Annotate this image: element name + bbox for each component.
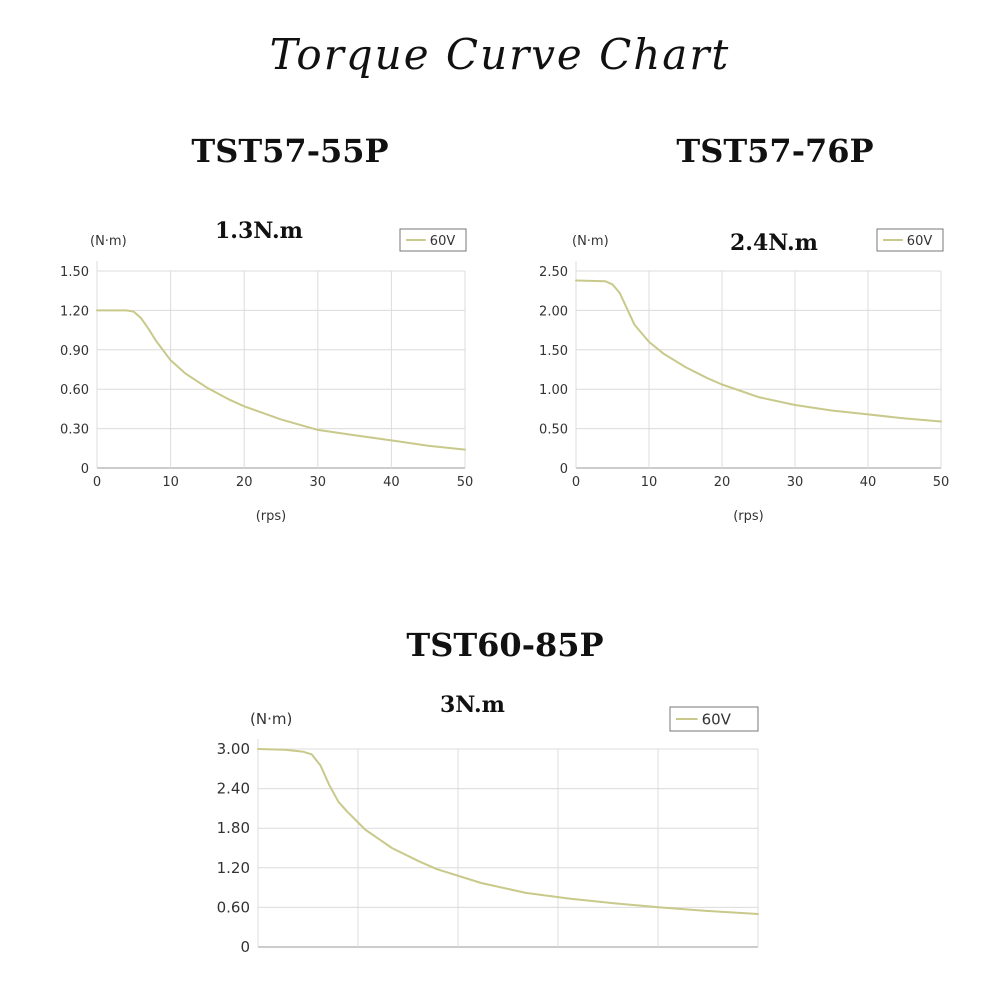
y-tick-label: 0 (240, 938, 250, 956)
legend-entry: 60V (702, 711, 732, 729)
x-tick-label: 40 (383, 475, 400, 490)
y-tick-label: 0.30 (60, 423, 89, 438)
y-tick-label: 0.60 (60, 383, 89, 398)
legend: 60V (876, 228, 944, 252)
y-tick-label: 0.90 (60, 344, 89, 359)
x-axis-label: (rps) (733, 509, 764, 524)
x-tick-label: 50 (933, 475, 950, 490)
legend: 60V (399, 228, 467, 252)
chart-2-rating: 2.4N.m (730, 230, 818, 256)
x-axis-label: (rps) (256, 509, 287, 524)
x-tick-label: 0 (93, 475, 101, 490)
y-tick-label: 2.00 (539, 304, 568, 319)
y-tick-label: 1.20 (217, 859, 250, 877)
chart-3-model-title: TST60-85P (406, 626, 604, 664)
y-axis-label: (N·m) (250, 710, 292, 728)
x-tick-label: 50 (457, 475, 474, 490)
y-tick-label: 1.50 (60, 265, 89, 280)
legend-entry: 60V (430, 234, 456, 249)
x-tick-label: 10 (162, 475, 179, 490)
chart-3-grid: 0 0.60 1.20 1.80 2.40 3.00 (217, 739, 759, 956)
legend-entry: 60V (907, 234, 933, 249)
x-tick-label: 30 (310, 475, 327, 490)
chart-3-rating: 3N.m (440, 692, 505, 718)
page-title: Torque Curve Chart (269, 30, 731, 79)
y-tick-label: 0 (81, 462, 89, 477)
y-tick-label: 1.20 (60, 304, 89, 319)
y-tick-label: 2.50 (539, 265, 568, 280)
legend-box (399, 228, 467, 252)
legend-box (876, 228, 944, 252)
chart-2-grid: 0 0.50 1.00 1.50 2.00 2.50 0 10 20 30 40 50 (539, 261, 949, 490)
y-tick-label: 3.00 (217, 740, 250, 758)
x-tick-label: 20 (236, 475, 253, 490)
y-tick-label: 0.60 (217, 898, 250, 916)
chart-1-grid: 0 0.30 0.60 0.90 1.20 1.50 0 10 20 30 40 50 (60, 261, 473, 490)
x-tick-label: 40 (860, 475, 877, 490)
chart-1-model-title: TST57-55P (191, 132, 389, 170)
series-line-60V (96, 309, 466, 451)
y-tick-label: 1.80 (217, 819, 250, 837)
y-tick-label: 0.50 (539, 423, 568, 438)
y-tick-label: 0 (560, 462, 568, 477)
y-axis-label: (N·m) (572, 234, 609, 249)
y-tick-label: 1.50 (539, 344, 568, 359)
y-axis-label: (N·m) (90, 234, 127, 249)
x-tick-label: 30 (787, 475, 804, 490)
legend: 60V (669, 706, 759, 732)
series-line-60V (575, 279, 942, 423)
series-line-60V (257, 748, 759, 915)
x-tick-label: 10 (641, 475, 658, 490)
x-tick-label: 0 (572, 475, 580, 490)
y-tick-label: 2.40 (217, 780, 250, 798)
chart-2-model-title: TST57-76P (676, 132, 874, 170)
chart-1-rating: 1.3N.m (215, 218, 303, 244)
x-tick-label: 20 (714, 475, 731, 490)
y-tick-label: 1.00 (539, 383, 568, 398)
